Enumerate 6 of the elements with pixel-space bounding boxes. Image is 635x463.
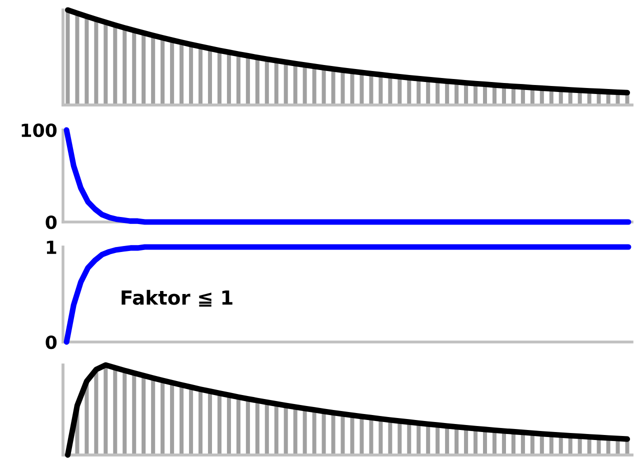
y-tick-label: 100 (22, 123, 57, 138)
y-tick-label: 1 (46, 240, 56, 254)
annotation: Faktor ≦ 1 (122, 290, 232, 307)
y-tick-label: 0 (46, 335, 57, 350)
bar (66, 10, 70, 105)
y-tick-label: 0 (46, 215, 57, 230)
